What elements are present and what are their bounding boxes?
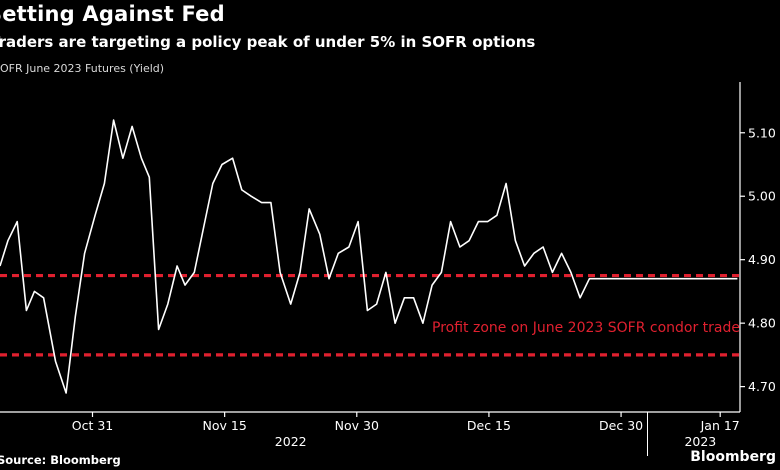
x-tick-label: Jan 17: [700, 418, 740, 433]
chart-title: Betting Against Fed: [0, 2, 225, 26]
x-axis: Oct 31 Nov 15 Nov 30 Dec 15 Dec 30 Jan 17 2022…: [0, 411, 740, 456]
y-tick-label: 4.80: [748, 316, 776, 331]
series-group: [0, 119, 738, 394]
x-tick-label: Nov 30: [335, 418, 379, 433]
x-tick-label: Oct 31: [72, 418, 114, 433]
x-tick-label: Dec 15: [467, 418, 511, 433]
x-tick-label: Nov 15: [203, 418, 247, 433]
chart-subtitle: Traders are targeting a policy peak of u…: [0, 33, 536, 51]
profit-zone-annotation: Profit zone on June 2023 SOFR condor tra…: [432, 320, 740, 336]
series-label: SOFR June 2023 Futures (Yield): [0, 62, 165, 75]
y-tick-label: 5.10: [748, 125, 776, 140]
x-tick-label: Dec 30: [599, 418, 643, 433]
y-tick-label: 4.70: [748, 379, 776, 394]
y-tick-label: 5.00: [748, 189, 776, 204]
source-note: Source: Bloomberg: [0, 453, 121, 467]
series-line-0: [0, 119, 738, 394]
threshold-lines: [0, 273, 740, 357]
year-label: 2022: [275, 434, 307, 449]
y-axis: 4.70 4.80 4.90 5.00 5.10: [739, 82, 776, 412]
bloomberg-logo: Bloomberg: [690, 449, 776, 465]
y-tick-label: 4.90: [748, 252, 776, 267]
year-label: 2023: [684, 434, 716, 449]
